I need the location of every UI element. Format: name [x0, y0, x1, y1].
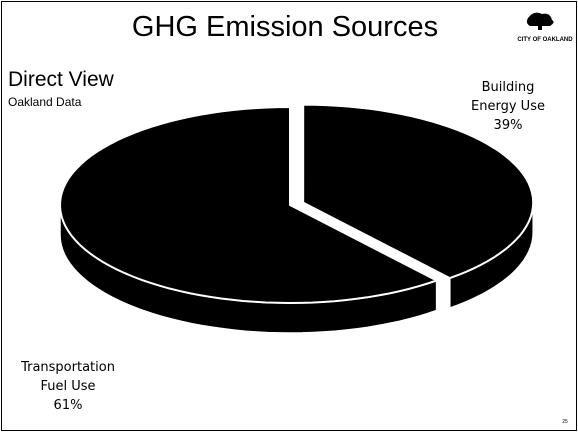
slice-label-name: Building Energy Use [471, 80, 545, 114]
pie-slice [302, 103, 535, 280]
slice-label-name: Transportation Fuel Use [21, 360, 115, 394]
slice-label: Transportation Fuel Use 61% [8, 358, 128, 415]
note: Oakland Data [8, 95, 82, 109]
slice-label-value: 39% [493, 118, 523, 133]
page-number: 25 [562, 419, 568, 425]
chart-title: GHG Emission Sources [132, 11, 438, 43]
pie-slice [59, 105, 440, 305]
slice-label: Building Energy Use 39% [458, 78, 558, 135]
logo-icon [526, 12, 554, 30]
subtitle: Direct View [8, 68, 115, 91]
slice-label-value: 61% [53, 398, 83, 413]
logo-text: CITY OF OAKLAND [517, 37, 573, 43]
